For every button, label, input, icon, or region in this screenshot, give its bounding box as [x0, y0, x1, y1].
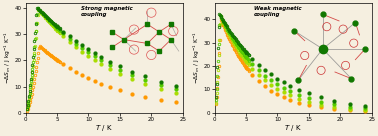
Text: Strong magnetic
coupling: Strong magnetic coupling [81, 6, 132, 17]
Y-axis label: $-\Delta S_m$ / J kg$^{-1}$ K$^{-1}$: $-\Delta S_m$ / J kg$^{-1}$ K$^{-1}$ [3, 31, 13, 84]
Y-axis label: $-\Delta S_m$ / J kg$^{-1}$ K$^{-1}$: $-\Delta S_m$ / J kg$^{-1}$ K$^{-1}$ [192, 31, 202, 84]
Text: Weak magnetic
coupling: Weak magnetic coupling [254, 6, 302, 17]
X-axis label: $T$ / K: $T$ / K [95, 123, 113, 133]
X-axis label: $T$ / K: $T$ / K [284, 123, 302, 133]
